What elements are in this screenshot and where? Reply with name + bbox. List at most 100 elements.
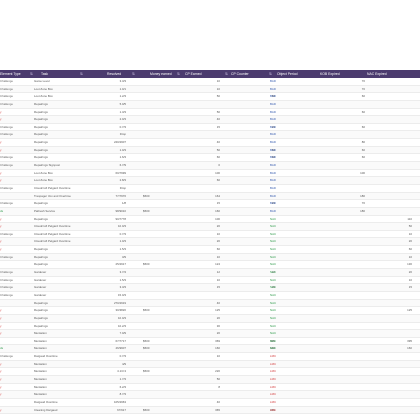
cell-cp-earned: 100 bbox=[215, 216, 220, 221]
table-row[interactable]: Challenge Gardener 15.0/3 NAC bbox=[0, 292, 420, 300]
cell-resolved: 105/2963 bbox=[113, 399, 126, 404]
cell-resolved: 60/7999 bbox=[115, 170, 126, 175]
table-row[interactable]: Trespager Vox and Overtime 77/7976 $500 164… bbox=[0, 192, 420, 201]
cell-object-period: BAD bbox=[270, 94, 276, 99]
cell-nac-expired: 160 bbox=[407, 346, 412, 351]
table-row[interactable]: Challenge Repairings 1.6/3 60 60 BAD 60 bbox=[0, 154, 420, 163]
col-header-money[interactable]: Money earned bbox=[150, 72, 172, 76]
col-header-task[interactable]: Task bbox=[41, 72, 48, 76]
col-header-cp-earned[interactable]: CP Earned bbox=[185, 72, 202, 76]
cell-task: Repairings bbox=[34, 109, 48, 114]
table-row[interactable]: y Repairings 10.2/3 30 NAC bbox=[0, 323, 420, 331]
table-row[interactable]: Challenge Gardener 3.7/4 12 12 NAC 20 bbox=[0, 269, 420, 277]
cell-task: Loot Zone Box bbox=[34, 86, 53, 91]
table-row[interactable]: Challenge Dargaud Overtime 0.7/3 10 LMC bbox=[0, 353, 420, 361]
cell-element-type: y bbox=[0, 376, 2, 381]
table-row[interactable]: y Loot Zone Box 60/7999 100 BAD 100 bbox=[0, 170, 420, 178]
sort-icon[interactable]: ⇅ bbox=[80, 72, 83, 76]
table-row[interactable]: y Cleaning Dargaud 67/917 $500 365 365 LMC bbox=[0, 406, 420, 415]
cell-task: Mentation bbox=[34, 331, 47, 336]
table-row[interactable]: y Repairings 90/7778 100 NAC 110 bbox=[0, 216, 420, 224]
cell-task: Cloudcroft Pelgard Overtime bbox=[34, 231, 71, 236]
table-row[interactable]: y Mentation 4/9 LMC bbox=[0, 360, 420, 369]
table-row[interactable]: Challenge Repairings Drop BAD bbox=[0, 131, 420, 140]
col-header-object-period[interactable]: Object Period bbox=[277, 72, 298, 76]
cell-resolved: Drop bbox=[119, 132, 126, 137]
table-row[interactable]: y Cloudcroft Pelgard Overtime 1.0/3 20 NAC 20 bbox=[0, 238, 420, 247]
table-row[interactable]: y Repairings 2.0/3 40 BAD bbox=[0, 116, 420, 124]
col-header-resolved[interactable]: Resolved bbox=[107, 72, 122, 76]
cell-element-type: y bbox=[0, 369, 2, 374]
col-header-nac-expired[interactable]: NAC Expired bbox=[367, 72, 387, 76]
table-row[interactable]: Challenge Cloudcroft Pelgard Overtime 0.7/… bbox=[0, 231, 420, 239]
table-row[interactable]: y Mentation 1.7/3 50 LMC bbox=[0, 375, 420, 384]
cell-nac-expired: 10 bbox=[408, 231, 412, 236]
col-header-cp-counter[interactable]: CP Counter bbox=[231, 72, 249, 76]
table-row[interactable]: Challenge Repairings 5.0/5 BAD bbox=[0, 100, 420, 109]
table-row[interactable]: Challenge Repairings 1/8 15 15 BAD 70 bbox=[0, 200, 420, 208]
table-row[interactable]: y Repairings 10.0/3 20 NAC bbox=[0, 314, 420, 323]
cell-money-earned: $500 bbox=[143, 308, 150, 313]
cell-element-type: ds bbox=[0, 346, 4, 351]
cell-nac-expired: 130 bbox=[407, 262, 412, 267]
cell-element-type: y bbox=[0, 178, 2, 183]
cell-cp-counter-value: 50 bbox=[271, 147, 275, 152]
table-row[interactable]: Challenge Repairings 3/9 10 NAC 10 bbox=[0, 253, 420, 262]
sort-icon[interactable]: ⇅ bbox=[30, 72, 33, 76]
cell-object-period: LMC bbox=[270, 369, 277, 374]
table-row[interactable]: y Mentation 4.1/3.3 $500 220 LMC bbox=[0, 368, 420, 376]
table-row[interactable]: Challenge Repairings Signpost 6.7/9 0 BAD bbox=[0, 162, 420, 170]
table-row[interactable]: y Mentation 6.2/3 8 LMC bbox=[0, 384, 420, 392]
sort-icon[interactable]: ⇅ bbox=[177, 72, 180, 76]
cell-task: Repairings bbox=[34, 117, 48, 122]
cell-resolved: 10.0/3 bbox=[117, 224, 126, 229]
cell-task: Dargaud Overtime bbox=[34, 399, 58, 404]
cell-object-period: NAC bbox=[270, 247, 277, 252]
table-row[interactable]: y Repairings 1.0/3 50 50 BAD 60 bbox=[0, 146, 420, 155]
table-row[interactable]: Repairings 270/2919 40 NAC bbox=[0, 299, 420, 308]
cell-cp-counter-value: 15 bbox=[271, 124, 275, 129]
cell-resolved: 98/9010 bbox=[115, 208, 126, 213]
table-row[interactable]: Dargaud Overtime 105/2963 40 LMC bbox=[0, 399, 420, 407]
cell-task: Dargaud Overtime bbox=[34, 354, 58, 359]
table-row[interactable]: Challenge Loot Zone Box 1.2/3 50 50 BAD 60 bbox=[0, 93, 420, 101]
table-row[interactable]: Challenge Cloudcroft Pelgard Overtime Drop… bbox=[0, 185, 420, 193]
table-row[interactable]: Challenge Repairings 0.7/3 15 15 BAD 60 bbox=[0, 124, 420, 132]
col-header-type[interactable]: Element Type bbox=[0, 72, 21, 76]
cell-task: Cloudcroft Pelgard Overtime bbox=[34, 239, 71, 244]
cell-element-type: Challenge bbox=[0, 292, 14, 297]
table-row[interactable]: y Mentation 7.0/9 20 NAC bbox=[0, 330, 420, 338]
cell-resolved: 2.8/3 bbox=[119, 178, 126, 183]
cell-nac-expired: 125 bbox=[407, 308, 412, 313]
cell-kob-expired: 70 bbox=[361, 79, 365, 83]
cell-task: Gardener bbox=[34, 270, 47, 275]
cell-task: Mentation bbox=[34, 376, 47, 381]
table-row[interactable]: Challenge Game Level 3.3/3 10 BAD 70 bbox=[0, 78, 420, 86]
cell-object-period: NAC bbox=[270, 285, 277, 290]
table-row[interactable]: Mentation 67/7717 $500 369 395 NAC 395 bbox=[0, 338, 420, 346]
table-row[interactable]: Challenge Gardener 1.5/3 10 NAC 10 bbox=[0, 277, 420, 285]
cell-task: Repairings bbox=[34, 262, 48, 267]
table-row[interactable]: y Loot Zone Box 2.8/3 60 BAD bbox=[0, 177, 420, 185]
table-row[interactable]: y Cloudcroft Pelgard Overtime 10.0/3 20 NAC 5… bbox=[0, 223, 420, 231]
table-row[interactable]: Challenge Gardener 3.3/3 15 15 NAC 15 bbox=[0, 284, 420, 292]
table-row[interactable]: y Repairings 240/2907 40 BAD 80 bbox=[0, 139, 420, 147]
cell-cp-counter-value: 15 bbox=[271, 285, 275, 290]
sort-icon[interactable]: ⇅ bbox=[269, 72, 272, 76]
cell-resolved: 1.0/1 bbox=[119, 86, 126, 91]
table-row[interactable]: y Repairings 1.3/3 50 BAD 60 bbox=[0, 109, 420, 117]
cell-object-period: BAD bbox=[270, 101, 276, 106]
col-header-kob-expired[interactable]: KOB Expired bbox=[320, 72, 340, 76]
table-row[interactable]: Repairings 25/2917 $500 124 NAC 130 bbox=[0, 261, 420, 270]
table-row[interactable]: Challenge Loot Zone Box 1.0/1 10 BAD 70 bbox=[0, 85, 420, 94]
table-row[interactable]: ds Mentation 46/9907 $500 160 160 NAC 160 bbox=[0, 345, 420, 354]
table-row[interactable]: y Repairings 30/3820 $500 125 NAC 125 bbox=[0, 307, 420, 315]
cell-cp-earned: 60 bbox=[216, 178, 220, 183]
sort-icon[interactable]: ⇅ bbox=[132, 72, 135, 76]
table-row[interactable]: y Mentation 8.7/3 LMC bbox=[0, 391, 420, 399]
cell-cp-earned: 40 bbox=[216, 300, 220, 305]
cell-task: Repairings bbox=[34, 247, 48, 252]
table-row[interactable]: y Repairings 1.5/3 60 NAC 60 bbox=[0, 246, 420, 254]
table-row[interactable]: ds Pathesh Service 98/9010 $500 160 BAD 180 bbox=[0, 207, 420, 216]
sort-icon[interactable]: ⇅ bbox=[225, 72, 228, 76]
